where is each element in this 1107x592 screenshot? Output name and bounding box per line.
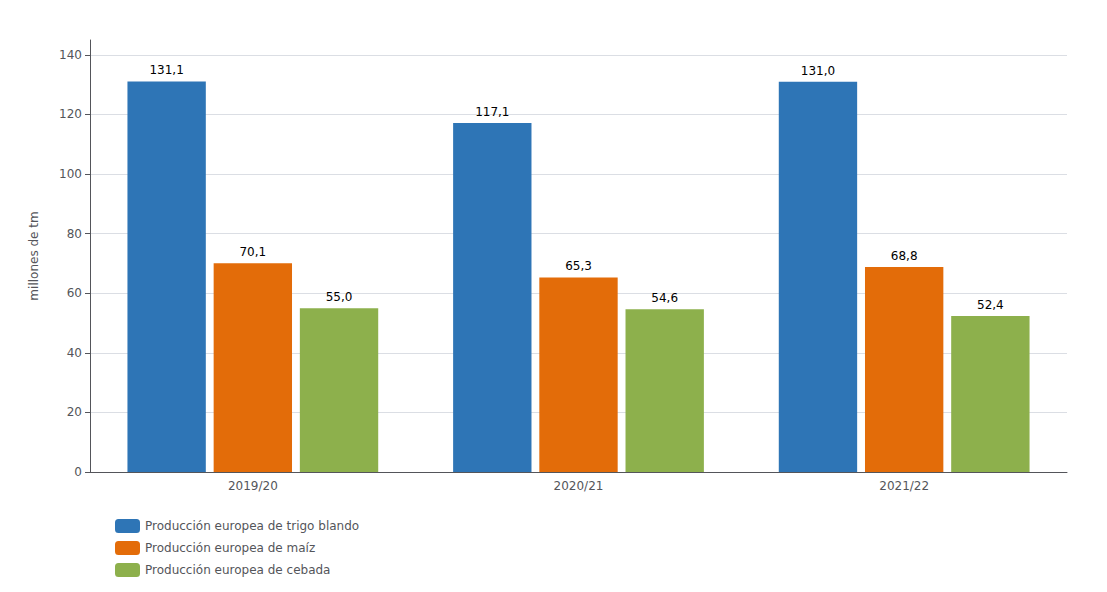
- svg-text:70,1: 70,1: [239, 245, 266, 259]
- svg-text:80: 80: [67, 227, 82, 241]
- svg-text:117,1: 117,1: [475, 105, 509, 119]
- svg-text:120: 120: [59, 107, 82, 121]
- svg-text:131,0: 131,0: [801, 64, 835, 78]
- svg-text:68,8: 68,8: [891, 249, 918, 263]
- svg-text:millones de tm: millones de tm: [27, 211, 41, 300]
- svg-text:55,0: 55,0: [326, 290, 353, 304]
- svg-text:52,4: 52,4: [977, 298, 1004, 312]
- svg-text:100: 100: [59, 167, 82, 181]
- svg-text:131,1: 131,1: [149, 63, 183, 77]
- svg-text:2020/21: 2020/21: [554, 479, 604, 493]
- svg-text:2021/22: 2021/22: [879, 479, 929, 493]
- svg-text:60: 60: [67, 286, 82, 300]
- svg-text:2019/20: 2019/20: [228, 479, 278, 493]
- svg-text:0: 0: [74, 465, 82, 479]
- svg-text:140: 140: [59, 48, 82, 62]
- svg-text:Producción europea de cebada: Producción europea de cebada: [145, 563, 330, 577]
- svg-text:Producción europea de maíz: Producción europea de maíz: [145, 541, 315, 555]
- svg-text:Producción europea de trigo bl: Producción europea de trigo blando: [145, 519, 359, 533]
- svg-text:20: 20: [67, 405, 82, 419]
- svg-text:40: 40: [67, 346, 82, 360]
- svg-text:65,3: 65,3: [565, 259, 592, 273]
- svg-text:54,6: 54,6: [651, 291, 678, 305]
